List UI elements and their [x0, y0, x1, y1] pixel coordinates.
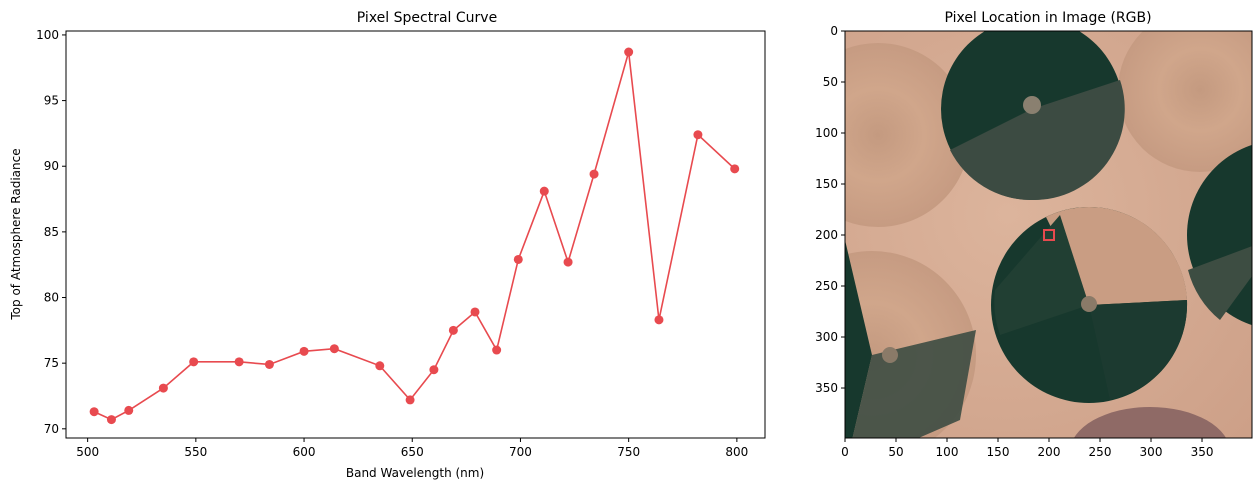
data-point [189, 357, 199, 367]
right-y-tick-label: 350 [815, 381, 838, 395]
data-point [448, 325, 458, 335]
data-point [429, 365, 439, 375]
right-x-tick-label: 100 [936, 445, 959, 459]
left-plot-area [89, 47, 740, 425]
right-x-tick-label: 300 [1140, 445, 1163, 459]
satellite-image [845, 31, 1252, 438]
left-x-tick-label: 600 [293, 445, 316, 459]
pixel-marker [1043, 229, 1056, 242]
left-x-tick-label: 550 [184, 445, 207, 459]
data-point [124, 405, 134, 415]
right-y-tick-label: 0 [830, 24, 838, 38]
data-point [730, 164, 740, 174]
left-x-tick-label: 700 [509, 445, 532, 459]
right-x-tick-label: 350 [1191, 445, 1214, 459]
right-axis-ticks: 0 50 100 150 200 250 300 350 0 50 100 150 200 250 300 3… [815, 24, 1213, 459]
right-x-tick-label: 0 [841, 445, 849, 459]
data-point [375, 361, 385, 371]
data-point [158, 383, 168, 393]
left-axes-frame [65, 30, 766, 439]
data-point [470, 307, 480, 317]
right-x-tick-label: 150 [987, 445, 1010, 459]
data-point [234, 357, 244, 367]
right-x-tick-label: 200 [1038, 445, 1061, 459]
left-x-tick-label: 500 [76, 445, 99, 459]
left-x-tick-label: 650 [401, 445, 424, 459]
right-chart-title: Pixel Location in Image (RGB) [944, 10, 1151, 26]
right-y-tick-label: 100 [815, 126, 838, 140]
data-point [624, 47, 634, 57]
left-y-axis-label: Top of Atmosphere Radiance [9, 148, 23, 320]
data-point [89, 407, 99, 417]
left-y-tick-label: 80 [44, 291, 59, 305]
data-point [329, 344, 339, 354]
right-x-tick-label: 50 [888, 445, 903, 459]
left-y-tick-label: 85 [44, 225, 59, 239]
right-x-tick-label: 250 [1089, 445, 1112, 459]
left-y-tick-label: 75 [44, 356, 59, 370]
right-y-tick-label: 300 [815, 330, 838, 344]
right-axes-frame [844, 30, 1253, 439]
left-y-tick-label: 100 [36, 28, 59, 42]
right-y-tick-label: 50 [823, 75, 838, 89]
left-y-tick-label: 95 [44, 94, 59, 108]
right-y-tick-label: 150 [815, 177, 838, 191]
data-point [589, 169, 599, 179]
data-point [106, 415, 116, 425]
left-y-tick-label: 90 [44, 159, 59, 173]
data-point [563, 257, 573, 267]
data-point [405, 395, 415, 405]
data-point [492, 345, 502, 355]
data-point [693, 130, 703, 140]
left-x-tick-label: 800 [725, 445, 748, 459]
left-y-tick-label: 70 [44, 422, 59, 436]
left-x-tick-label: 750 [617, 445, 640, 459]
pixel-location-image-panel: Pixel Location in Image (RGB) [815, 10, 1253, 459]
right-y-tick-label: 200 [815, 228, 838, 242]
left-x-axis-label: Band Wavelength (nm) [346, 466, 484, 480]
data-point [539, 186, 549, 196]
data-point [654, 315, 664, 325]
right-y-tick-label: 250 [815, 279, 838, 293]
data-point [513, 254, 523, 264]
data-point [264, 359, 274, 369]
data-point [299, 346, 309, 356]
left-chart-title: Pixel Spectral Curve [357, 10, 497, 26]
spectral-curve-chart: Pixel Spectral Curve Band Wavelength (nm… [9, 10, 766, 480]
